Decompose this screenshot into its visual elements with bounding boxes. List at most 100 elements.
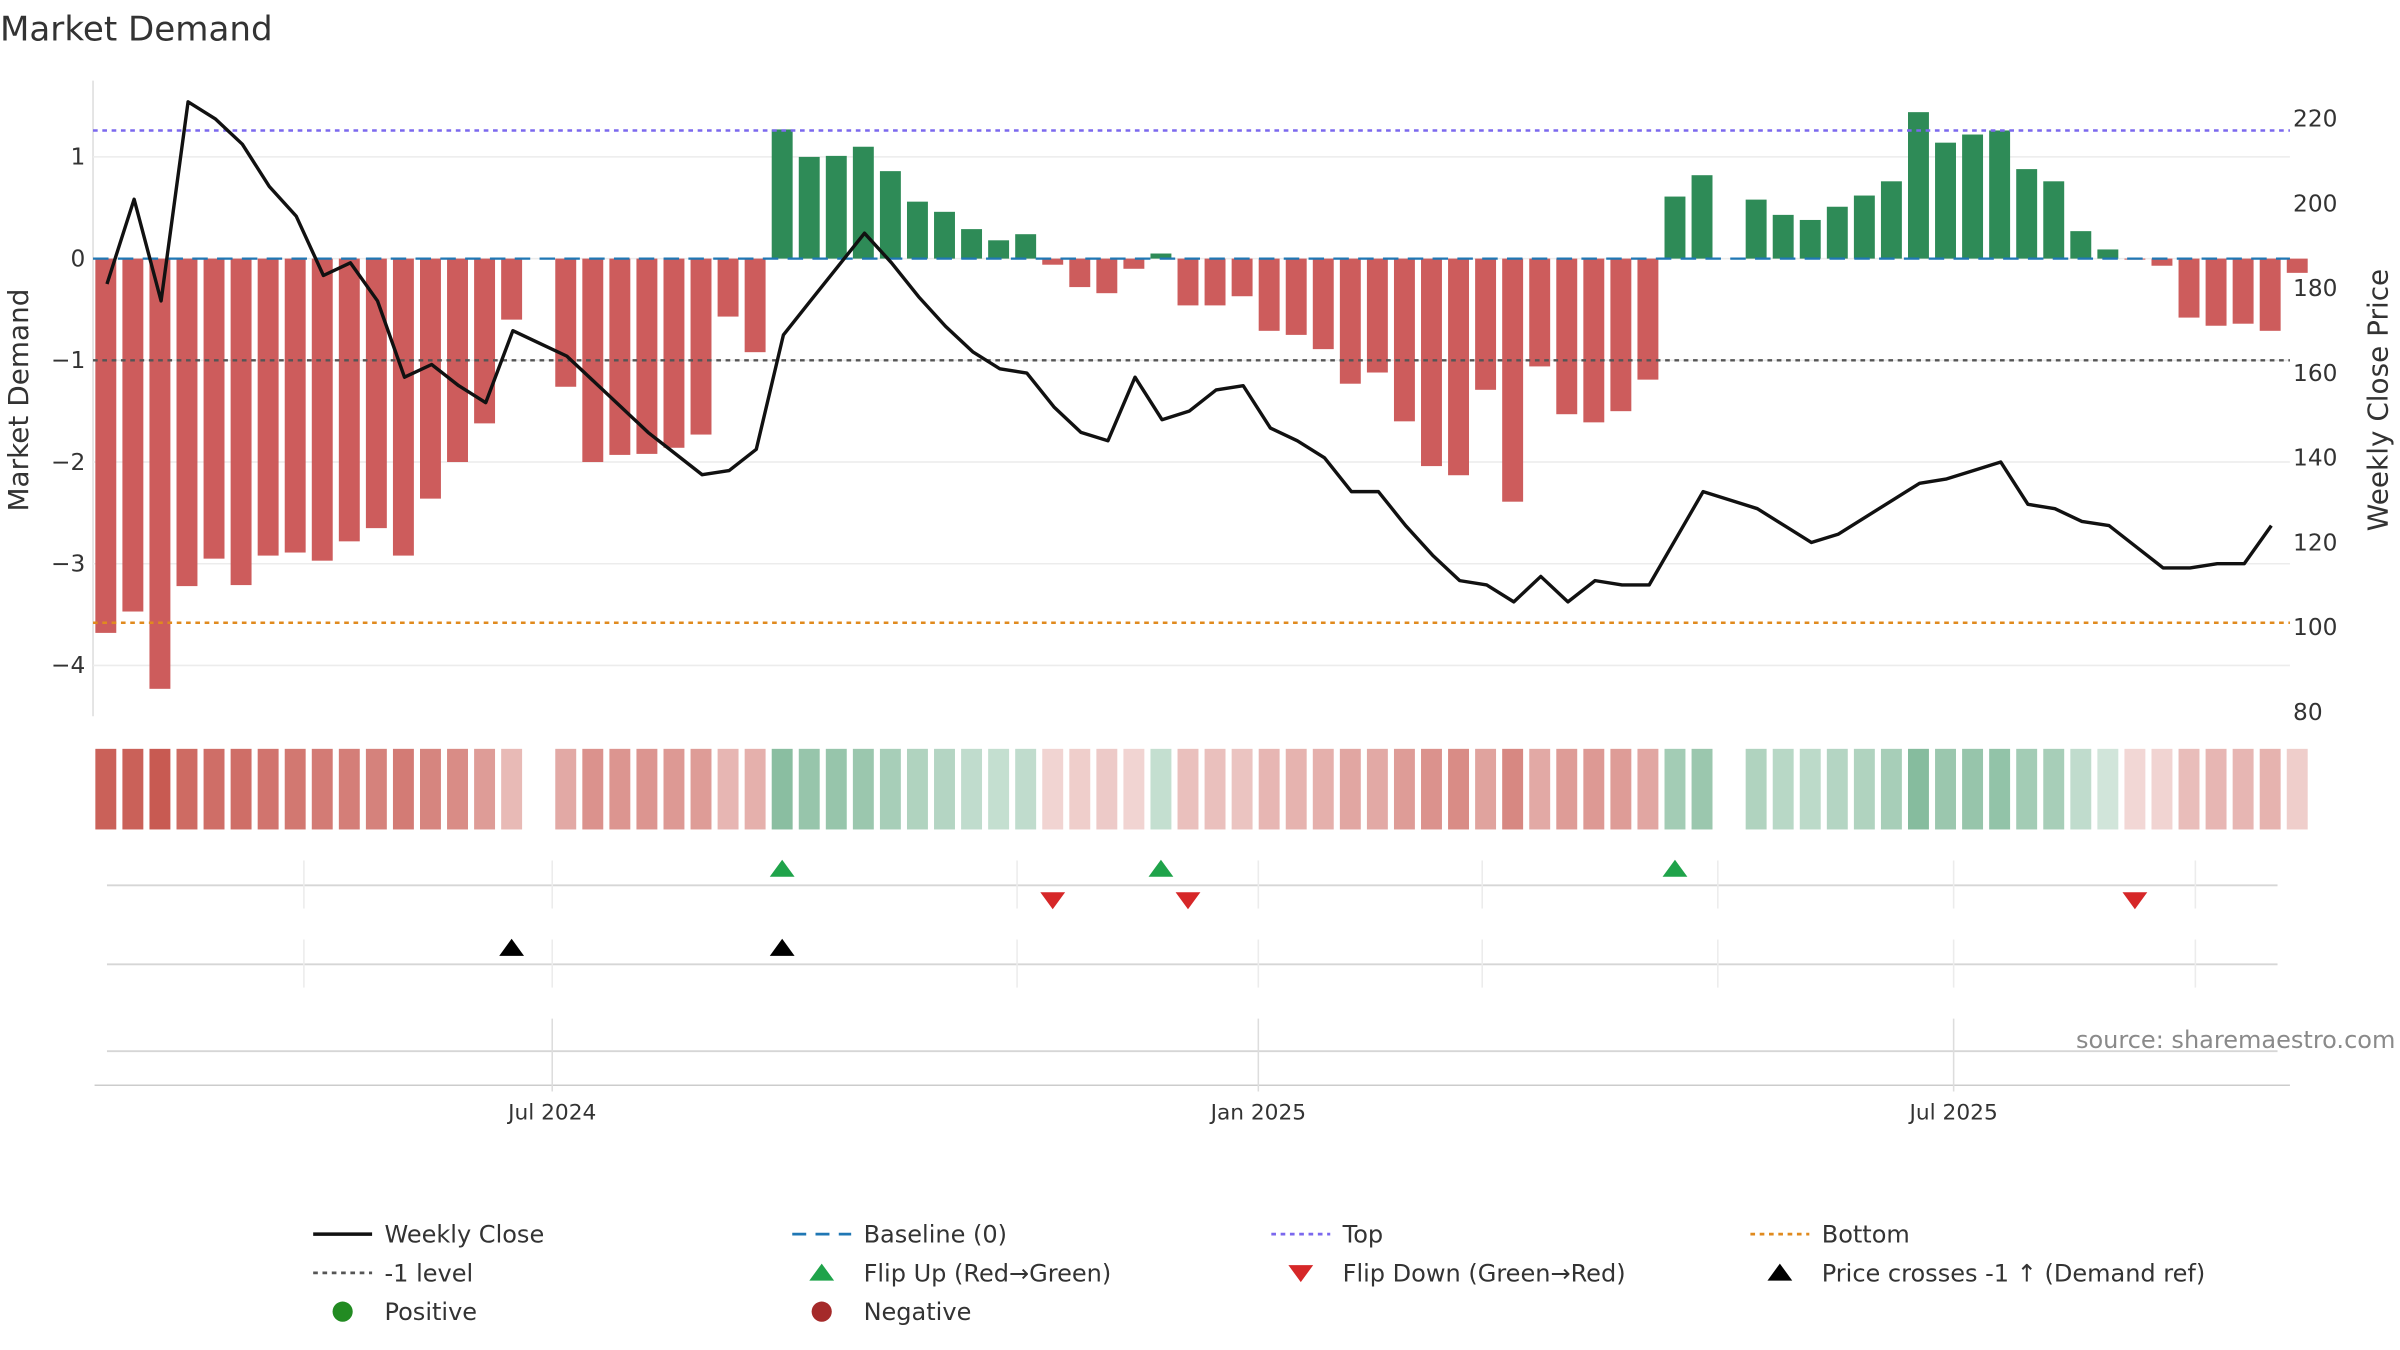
demand-bar	[1610, 258, 1632, 412]
demand-bar	[717, 258, 739, 317]
chart-title: Market Demand	[0, 9, 273, 49]
demand-bar	[2097, 249, 2119, 259]
demand-bar	[1880, 181, 1902, 259]
demand-bar	[663, 258, 685, 448]
y2-tick-label: 140	[2293, 445, 2337, 472]
regime-cell	[2286, 748, 2308, 830]
regime-cell	[906, 748, 928, 830]
demand-bar	[744, 258, 766, 353]
demand-bar	[1907, 112, 1929, 259]
demand-bar	[555, 258, 577, 387]
regime-cell	[338, 748, 360, 830]
regime-cell	[1745, 748, 1767, 830]
regime-cell	[2178, 748, 2200, 830]
demand-bar	[1069, 258, 1091, 288]
demand-bar	[1475, 258, 1497, 390]
regime-cell	[879, 748, 901, 830]
regime-cell	[1826, 748, 1848, 830]
flip-up-marker	[769, 859, 795, 877]
demand-bar	[771, 129, 793, 259]
regime-cell	[1015, 748, 1037, 830]
demand-bar	[257, 258, 279, 556]
regime-cell	[284, 748, 306, 830]
demand-bar	[1556, 258, 1578, 415]
regime-cell	[2043, 748, 2065, 830]
y2-tick-label: 100	[2293, 614, 2337, 641]
demand-bar	[176, 258, 198, 587]
regime-cell	[230, 748, 252, 830]
demand-bar	[1096, 258, 1118, 294]
demand-bar	[420, 258, 441, 499]
demand-bar	[1502, 258, 1524, 502]
regime-cell	[1475, 748, 1497, 830]
source-note: source: sharemaestro.com	[2076, 1026, 2395, 1054]
flip-up-marker	[1148, 859, 1174, 877]
regime-cell	[1069, 748, 1091, 830]
regime-cell	[1285, 748, 1307, 830]
legend-label: Bottom	[1822, 1221, 1910, 1249]
y-tick-label: −3	[51, 550, 85, 577]
legend-swatch	[1288, 1265, 1314, 1283]
demand-bar	[1962, 134, 1984, 259]
regime-cell	[744, 748, 766, 830]
demand-bar	[1448, 258, 1470, 476]
y-tick-label: −2	[51, 449, 85, 476]
regime-cell	[501, 748, 523, 830]
regime-cell	[636, 748, 658, 830]
legend-label: Top	[1342, 1221, 1384, 1249]
demand-bar	[825, 155, 847, 259]
y-tick-label: 1	[70, 144, 85, 171]
demand-bar	[934, 211, 955, 259]
regime-cell	[1529, 748, 1551, 830]
flip-down-marker	[1040, 892, 1066, 910]
y-axis-label: Market Demand	[2, 288, 35, 511]
demand-bar	[1853, 195, 1875, 259]
regime-cell	[771, 748, 793, 830]
legend-label: Weekly Close	[384, 1221, 544, 1249]
demand-bar	[95, 258, 117, 633]
regime-cell	[1393, 748, 1415, 830]
date-tick-label: Jan 2025	[1209, 1100, 1307, 1125]
demand-bar	[1123, 258, 1145, 269]
regime-cell	[2070, 748, 2092, 830]
legend-label: Positive	[384, 1298, 477, 1326]
regime-cell	[1691, 748, 1713, 830]
demand-bar	[1826, 206, 1848, 259]
date-tick-label: Jul 2025	[1908, 1100, 1998, 1125]
regime-cell	[2124, 748, 2146, 830]
demand-bar	[230, 258, 252, 586]
legend-label: Flip Up (Red→Green)	[864, 1259, 1112, 1287]
regime-cell	[2097, 748, 2119, 830]
flip-up-marker	[1662, 859, 1688, 877]
legend-swatch	[809, 1263, 835, 1281]
demand-bar	[988, 240, 1010, 259]
regime-cell	[447, 748, 468, 830]
demand-bar	[2151, 258, 2173, 266]
legend-swatch	[1767, 1263, 1793, 1281]
date-tick-label: Jul 2024	[506, 1100, 596, 1125]
regime-cell	[2205, 748, 2227, 830]
regime-cell	[122, 748, 144, 830]
regime-cell	[1853, 748, 1875, 830]
price-cross-marker	[769, 938, 795, 956]
regime-cell	[609, 748, 631, 830]
regime-cell	[392, 748, 414, 830]
regime-cell	[1231, 748, 1253, 830]
regime-cell	[690, 748, 712, 830]
demand-bar	[1583, 258, 1605, 423]
regime-cell	[1502, 748, 1524, 830]
y2-tick-label: 200	[2293, 190, 2337, 217]
regime-cell	[1366, 748, 1388, 830]
regime-cell	[798, 748, 820, 830]
regime-cell	[1637, 748, 1659, 830]
regime-cell	[1339, 748, 1361, 830]
y2-axis-label: Weekly Close Price	[2362, 269, 2395, 531]
demand-bar	[365, 258, 387, 529]
regime-cell	[1772, 748, 1794, 830]
regime-cell	[1610, 748, 1632, 830]
regime-cell	[420, 748, 441, 830]
y2-tick-label: 160	[2293, 360, 2337, 387]
demand-bar	[1366, 258, 1388, 373]
demand-bar	[1421, 258, 1442, 467]
y-tick-label: −1	[51, 347, 85, 374]
